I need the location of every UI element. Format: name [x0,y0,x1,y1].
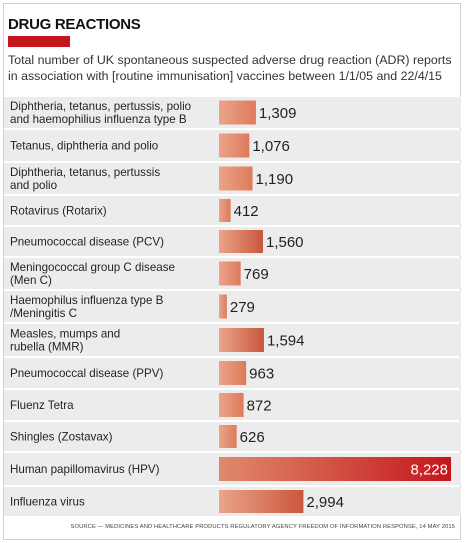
category-label: Pneumococcal disease (PCV) [10,236,164,249]
bar [219,166,253,191]
value-label: 626 [240,429,265,446]
bar [219,261,241,286]
bar [219,393,244,417]
row-band [4,291,461,322]
value-label: 963 [249,366,274,383]
chart-subtitle: Total number of UK spontaneous suspected… [8,53,452,83]
category-label: Meningococcal group C disease (Men C) [10,261,175,287]
title-accent-bar [8,36,70,47]
bar [219,100,256,125]
bar [219,230,263,253]
category-label: Shingles (Zostavax) [10,431,113,444]
category-label: Fluenz Tetra [10,399,74,412]
chart-title: DRUG REACTIONS [8,16,141,33]
category-label: Diphtheria, tetanus, pertussis, polio and… [10,100,191,126]
bar [219,425,237,448]
bar [219,199,231,222]
category-label: Pneumococcal disease (PPV) [10,367,164,380]
bar [219,133,250,158]
value-label: 1,076 [252,138,290,155]
bar [219,490,304,513]
category-label: Measles, mumps and rubella (MMR) [10,328,120,354]
value-label: 279 [230,299,255,316]
value-label: 412 [234,203,259,220]
source-note: SOURCE — MEDICINES AND HEALTHCARE PRODUC… [70,524,455,530]
value-label: 1,560 [266,234,304,251]
category-label: Tetanus, diphtheria and polio [10,140,158,153]
value-label: 1,190 [256,171,294,188]
category-label: Human papillomavirus (HPV) [10,463,160,476]
value-label: 872 [247,398,272,415]
value-label: 769 [244,266,269,283]
value-label: 8,228 [410,462,448,479]
bar [219,457,451,481]
category-label: Rotavirus (Rotarix) [10,205,107,218]
bar [219,328,264,352]
row-band [4,196,461,225]
value-label: 1,594 [267,333,305,350]
category-label: Influenza virus [10,496,85,509]
category-label: Haemophilus influenza type B/Meningitis … [10,294,164,320]
bar [219,294,227,319]
bar [219,361,247,385]
value-label: 1,309 [259,105,297,122]
category-label: Diphtheria, tetanus, pertussis and polio [10,166,160,192]
value-label: 2,994 [306,494,344,511]
